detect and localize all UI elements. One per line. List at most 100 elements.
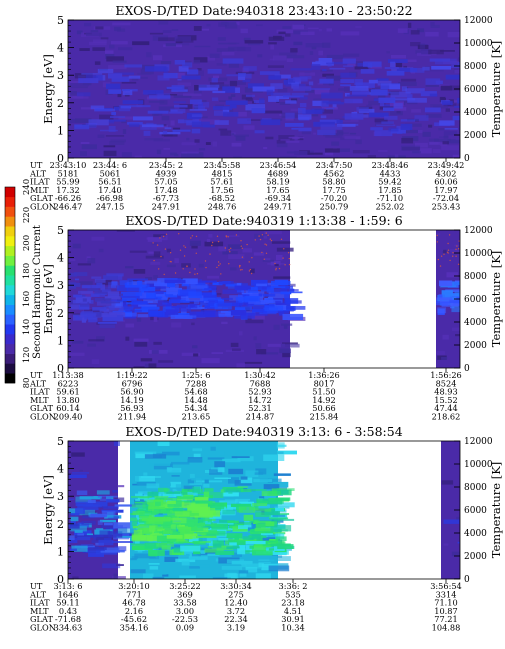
heatmap-cell bbox=[405, 88, 425, 94]
heatmap-cell bbox=[220, 130, 232, 136]
heatmap-cell bbox=[114, 72, 134, 75]
heatmap-cell bbox=[346, 94, 368, 97]
y-axis-label: Energy [eV] bbox=[41, 264, 55, 334]
y2-tick-label: 8000 bbox=[464, 483, 487, 493]
heatmap-cell bbox=[240, 477, 253, 484]
heatmap-cell bbox=[419, 148, 432, 154]
heatmap-cell bbox=[193, 453, 201, 458]
heatmap-cell bbox=[213, 106, 233, 110]
heatmap-cell bbox=[319, 78, 334, 84]
heatmap-cell bbox=[106, 305, 113, 308]
heatmap-cell bbox=[239, 501, 255, 504]
heatmap-cell bbox=[251, 546, 266, 552]
heatmap-cell bbox=[450, 249, 460, 253]
heatmap-cell bbox=[129, 105, 151, 108]
heatmap-cell bbox=[181, 282, 189, 287]
heatmap-dot bbox=[447, 249, 450, 251]
heatmap-cell bbox=[283, 95, 304, 98]
heatmap-cell bbox=[166, 86, 183, 90]
heatmap-cell bbox=[164, 556, 179, 562]
heatmap-cell bbox=[263, 484, 280, 490]
heatmap-cell bbox=[255, 512, 271, 517]
heatmap-cell bbox=[293, 86, 312, 91]
heatmap-cell bbox=[204, 288, 212, 290]
heatmap-cell bbox=[273, 324, 280, 330]
heatmap-cell bbox=[184, 533, 193, 540]
heatmap-cell bbox=[111, 76, 130, 82]
heatmap-cell bbox=[192, 448, 203, 452]
heatmap-cell bbox=[442, 334, 449, 340]
heatmap-cell bbox=[286, 55, 305, 59]
table-cell: 4302 bbox=[436, 168, 457, 178]
heatmap-cell bbox=[102, 306, 109, 308]
heatmap-dot bbox=[230, 247, 232, 249]
heatmap-cell bbox=[120, 291, 143, 296]
colorbar-tick-label: 160 bbox=[22, 291, 32, 307]
heatmap-cell bbox=[131, 543, 146, 545]
heatmap-cell bbox=[186, 137, 190, 141]
table-cell: 56.93 bbox=[120, 403, 143, 413]
heatmap-cell bbox=[103, 145, 116, 148]
heatmap-dot bbox=[158, 268, 160, 270]
heatmap-cell bbox=[193, 57, 208, 63]
heatmap-cell bbox=[238, 570, 249, 574]
colorbar-swatch bbox=[5, 353, 15, 364]
heatmap-cell bbox=[71, 452, 85, 457]
heatmap-cell bbox=[202, 116, 208, 118]
y2-tick-label: 2000 bbox=[464, 552, 487, 562]
heatmap-cell bbox=[276, 247, 294, 252]
heatmap-cell bbox=[94, 278, 106, 283]
heatmap-cell bbox=[444, 128, 458, 130]
heatmap-cell bbox=[432, 149, 441, 154]
heatmap-cell bbox=[164, 127, 172, 130]
heatmap-cell bbox=[273, 550, 289, 555]
heatmap-cell bbox=[227, 572, 237, 579]
heatmap-cell bbox=[110, 41, 128, 45]
heatmap-cell bbox=[354, 79, 363, 86]
table-cell: 249.71 bbox=[264, 202, 293, 212]
heatmap-cell bbox=[77, 75, 86, 78]
heatmap-cell bbox=[299, 103, 307, 108]
table-cell: -67.73 bbox=[153, 193, 179, 203]
heatmap-cell bbox=[276, 142, 288, 148]
heatmap-cell bbox=[162, 522, 182, 526]
heatmap-cell bbox=[131, 496, 152, 498]
heatmap-cell bbox=[275, 285, 286, 287]
heatmap-cell bbox=[82, 284, 99, 289]
heatmap-cell bbox=[151, 350, 159, 354]
heatmap-cell bbox=[279, 156, 297, 158]
heatmap-cell bbox=[394, 98, 416, 101]
heatmap-cell bbox=[163, 73, 178, 79]
heatmap-cell bbox=[70, 83, 89, 87]
heatmap-cell bbox=[280, 291, 292, 295]
heatmap-cell bbox=[140, 528, 153, 534]
table-cell: -69.34 bbox=[265, 193, 291, 203]
heatmap-cell bbox=[268, 36, 285, 41]
row-label: ALT bbox=[29, 378, 47, 388]
heatmap-dot bbox=[443, 253, 445, 255]
colorbar-tick-label: 140 bbox=[22, 319, 32, 335]
heatmap-cell bbox=[256, 349, 267, 355]
heatmap-dot bbox=[194, 273, 196, 275]
y2-tick-label: 10000 bbox=[464, 249, 493, 259]
heatmap-cell bbox=[162, 30, 172, 33]
heatmap-cell bbox=[245, 541, 266, 545]
heatmap-cell bbox=[353, 110, 358, 113]
heatmap-cell bbox=[122, 100, 144, 105]
heatmap-cell bbox=[320, 124, 343, 130]
y2-axis-label: Temperature [K] bbox=[489, 41, 503, 138]
heatmap-cell bbox=[132, 526, 139, 529]
heatmap-dot bbox=[240, 240, 242, 242]
table-cell: -66.98 bbox=[97, 193, 123, 203]
table-cell: 0.43 bbox=[59, 606, 77, 616]
heatmap-cell bbox=[156, 149, 162, 155]
heatmap-cell bbox=[270, 288, 288, 294]
heatmap-cell bbox=[149, 525, 156, 532]
heatmap-cell bbox=[212, 577, 231, 579]
heatmap-cell bbox=[108, 89, 122, 94]
heatmap-cell bbox=[174, 60, 186, 65]
heatmap-cell bbox=[234, 87, 240, 93]
table-cell: 354.16 bbox=[120, 623, 149, 633]
heatmap-cell bbox=[266, 287, 275, 293]
heatmap-cell bbox=[370, 127, 383, 131]
